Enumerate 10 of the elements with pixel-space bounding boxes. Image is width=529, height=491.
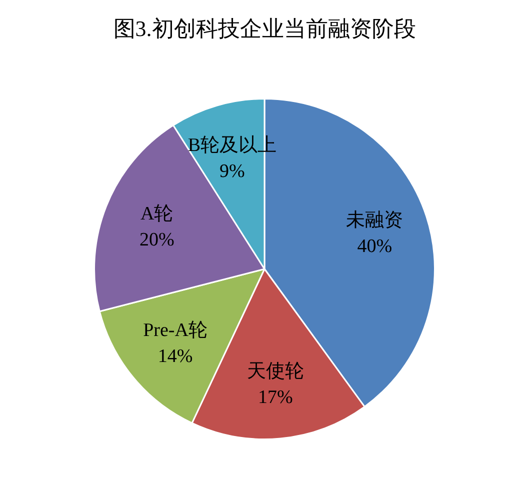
slice-label: 天使轮 [246,361,304,382]
slice-label: 未融资 [346,210,404,232]
chart-title: 图3.初创科技企业当前融资阶段 [112,15,417,43]
slice-label: A轮 [140,203,174,224]
slice-label: Pre-A轮 [143,320,208,341]
data-label: 9% [220,160,246,182]
data-label: 40% [357,236,392,258]
data-label: 20% [139,229,174,250]
data-label: 14% [158,346,193,367]
data-label: 17% [258,387,293,408]
